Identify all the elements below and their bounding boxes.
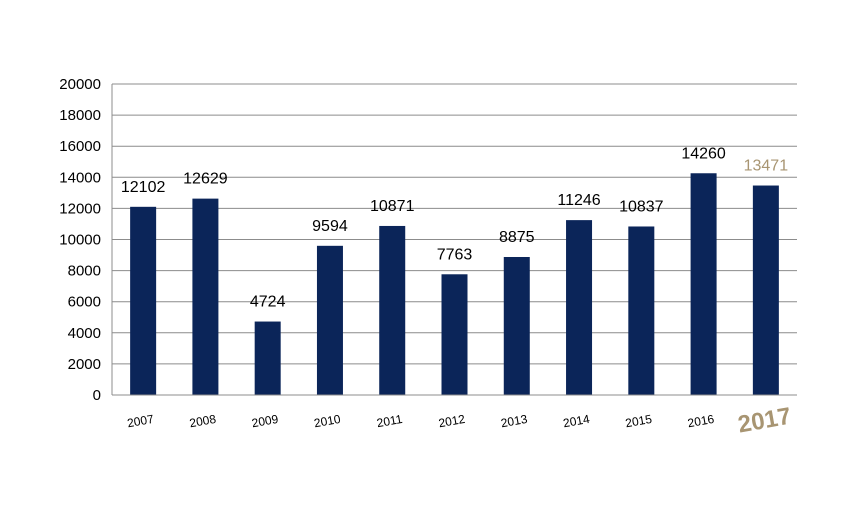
- bar-2013: [503, 256, 530, 395]
- data-label: 8875: [499, 229, 535, 246]
- x-tick-label: 2017: [736, 403, 793, 439]
- bar-2014: [566, 220, 593, 395]
- data-label: 4724: [250, 294, 286, 311]
- x-tick-label: 2015: [624, 412, 653, 430]
- x-tick-label: 2007: [126, 412, 155, 430]
- data-label: 10837: [619, 198, 664, 215]
- x-tick-label: 2008: [188, 412, 217, 430]
- bar-2009: [254, 321, 281, 395]
- grid-lines: [111, 83, 797, 396]
- x-axis-ticks: 2007 2008 2009 2010 2011 2012 2013 2014 2015 2016…: [112, 394, 797, 439]
- y-tick-label: 20000: [59, 76, 101, 93]
- bar-2015: [628, 226, 655, 395]
- y-tick-label: 10000: [59, 232, 101, 249]
- bar-2012: [441, 274, 468, 395]
- x-tick-label: 2009: [251, 412, 280, 430]
- data-label: 13471: [744, 158, 789, 175]
- y-tick-label: 0: [93, 387, 101, 404]
- y-tick-label: 16000: [59, 138, 101, 155]
- bar-2008: [192, 198, 219, 395]
- data-label: 12102: [121, 179, 166, 196]
- x-tick-label: 2011: [376, 412, 404, 430]
- bar-2010: [316, 245, 343, 395]
- bars: [130, 173, 779, 395]
- y-tick-label: 4000: [68, 325, 101, 342]
- x-tick-label: 2012: [437, 412, 466, 430]
- y-axis-ticks: 0 2000 4000 6000 8000 10000 12000 14000 16000 180…: [59, 76, 101, 404]
- bar-2017: [752, 185, 779, 395]
- bar-2011: [379, 225, 406, 395]
- x-tick-label: 2016: [687, 412, 716, 430]
- x-tick-label: 2010: [313, 412, 342, 430]
- data-label: 9594: [312, 218, 348, 235]
- y-tick-label: 12000: [59, 200, 101, 217]
- bar-2007: [130, 206, 157, 395]
- data-labels: 12102 12629 4724 9594 10871 7763 8875 11246 1083…: [121, 145, 788, 310]
- data-label: 7763: [437, 246, 473, 263]
- y-tick-label: 2000: [68, 356, 101, 373]
- data-label: 10871: [370, 198, 415, 215]
- bar-2016: [690, 173, 717, 395]
- data-label: 11246: [557, 192, 600, 209]
- y-tick-label: 8000: [68, 263, 101, 280]
- data-label: 14260: [681, 145, 726, 162]
- y-tick-label: 18000: [59, 107, 101, 124]
- y-tick-label: 6000: [68, 294, 101, 311]
- x-tick-label: 2013: [500, 412, 529, 430]
- x-tick-label: 2014: [562, 412, 591, 430]
- data-label: 12629: [183, 171, 228, 188]
- y-tick-label: 14000: [59, 169, 101, 186]
